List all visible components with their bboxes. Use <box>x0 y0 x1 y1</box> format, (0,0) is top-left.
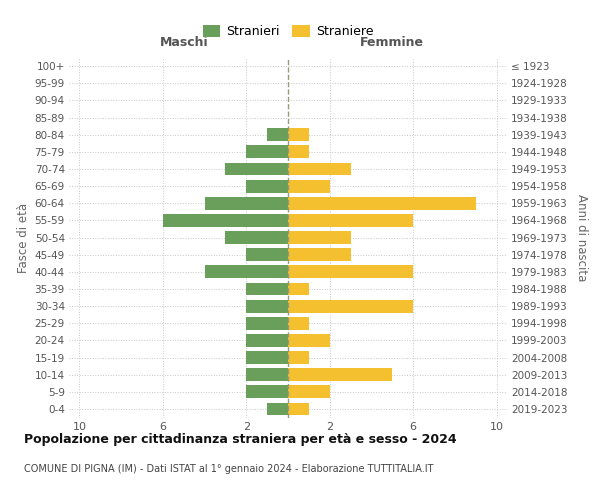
Text: Femmine: Femmine <box>360 36 424 49</box>
Bar <box>288 197 476 209</box>
Bar <box>288 231 350 244</box>
Bar <box>288 368 392 381</box>
Bar <box>288 248 350 261</box>
Bar <box>246 146 288 158</box>
Bar <box>288 180 330 192</box>
Bar <box>163 214 288 227</box>
Bar <box>288 386 330 398</box>
Bar <box>226 162 288 175</box>
Text: Maschi: Maschi <box>160 36 208 49</box>
Bar <box>246 386 288 398</box>
Bar <box>246 300 288 312</box>
Y-axis label: Anni di nascita: Anni di nascita <box>575 194 588 281</box>
Bar <box>246 351 288 364</box>
Bar <box>288 162 350 175</box>
Bar <box>288 266 413 278</box>
Y-axis label: Fasce di età: Fasce di età <box>17 202 31 272</box>
Bar <box>288 351 309 364</box>
Text: COMUNE DI PIGNA (IM) - Dati ISTAT al 1° gennaio 2024 - Elaborazione TUTTITALIA.I: COMUNE DI PIGNA (IM) - Dati ISTAT al 1° … <box>24 464 433 474</box>
Bar <box>246 180 288 192</box>
Bar <box>246 368 288 381</box>
Bar <box>288 214 413 227</box>
Bar <box>288 300 413 312</box>
Bar <box>246 248 288 261</box>
Bar <box>288 317 309 330</box>
Bar <box>205 197 288 209</box>
Legend: Stranieri, Straniere: Stranieri, Straniere <box>200 22 376 40</box>
Bar <box>246 282 288 296</box>
Bar <box>246 317 288 330</box>
Bar <box>288 402 309 415</box>
Bar <box>226 231 288 244</box>
Bar <box>267 402 288 415</box>
Bar <box>288 282 309 296</box>
Bar <box>246 334 288 347</box>
Bar <box>288 146 309 158</box>
Bar <box>288 334 330 347</box>
Bar <box>205 266 288 278</box>
Bar <box>267 128 288 141</box>
Text: Popolazione per cittadinanza straniera per età e sesso - 2024: Popolazione per cittadinanza straniera p… <box>24 432 457 446</box>
Bar <box>288 128 309 141</box>
